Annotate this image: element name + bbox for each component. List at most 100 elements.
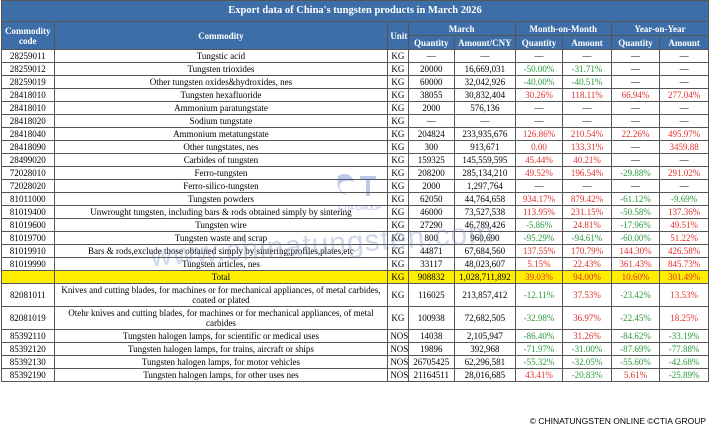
unit-cell: KG [387,231,409,245]
mom-quantity-cell: 113.95% [514,205,564,219]
yoy-quantity-cell: — [610,140,661,154]
commodity-code-cell: 72028020 [1,179,55,193]
copyright-footer: © CHINATUNGSTEN ONLINE ©CTIA GROUP [529,416,706,426]
amount-cny-cell: 1,028,711,892 [454,270,516,284]
commodity-name-cell: Tungsten trioxides [53,62,389,76]
commodity-code-cell: 28418040 [1,127,55,141]
yoy-quantity-cell: -84.62% [610,329,661,343]
amount-cny-cell: 1,297,764 [454,179,516,193]
commodity-code-cell: 28418090 [1,140,55,154]
mom-quantity-cell: 126.86% [514,127,564,141]
commodity-code-cell: 85392110 [1,329,55,343]
mom-quantity-cell: -71.97% [514,342,564,356]
yoy-amount-cell: 301.49% [659,270,709,284]
unit-cell: KG [387,166,409,180]
mom-amount-cell: — [562,49,612,63]
commodity-code-cell: 28259019 [1,75,55,89]
quantity-cell: 14038 [407,329,456,343]
unit-cell: KG [387,179,409,193]
table-row: 28259019 Other tungsten oxides&hydroxides… [1,75,709,89]
amount-cny-cell: 213,857,412 [454,283,516,307]
mom-amount-cell: — [562,101,612,115]
table-row: 85392190 Tungsten halogen lamps, for othe… [1,368,709,382]
quantity-cell: 116025 [407,283,456,307]
amount-cny-cell: 67,684,560 [454,244,516,258]
commodity-code-cell: 82081019 [1,306,55,330]
quantity-cell: 62050 [407,192,456,206]
yoy-quantity-cell: — [610,101,661,115]
mom-amount-cell: 22.43% [562,257,612,271]
table-row: 82081019 Otehr knives and cutting blades,… [1,306,709,330]
commodity-name-cell: Knives and cutting blades, for machines … [53,283,389,307]
commodity-name-cell: Bars & rods,exclude those obtained simpl… [53,244,389,258]
amount-cny-cell: — [454,49,516,63]
yoy-quantity-cell: — [610,75,661,89]
commodity-code-cell: 28418010 [1,88,55,102]
header-commodity: Commodity [53,21,389,50]
commodity-name-cell: Ammonium metatungstate [53,127,389,141]
unit-cell: KG [387,153,409,167]
commodity-code-cell: 81019400 [1,205,55,219]
table-row: 85392110 Tungsten halogen lamps, for scie… [1,329,709,343]
table-row: 81011000 Tungsten powders KG 62050 44,764,65… [1,192,709,206]
table-row: 28418010 Tungsten hexafluoride KG 38055 30,8… [1,88,709,102]
yoy-amount-cell: 51.22% [659,231,709,245]
header-march: March [407,21,516,36]
commodity-code-cell: 81019700 [1,231,55,245]
table-row: 85392120 Tungsten halogen lamps, for trai… [1,342,709,356]
export-table: Export data of China's tungsten products… [1,0,710,382]
commodity-name-cell: Tungstic acid [53,49,389,63]
mom-amount-cell: -20.83% [562,368,612,382]
table-row: 85392130 Tungsten halogen lamps, for moto… [1,355,709,369]
mom-quantity-cell: 30.26% [514,88,564,102]
header-yoy-quantity: Quantity [610,35,661,50]
mom-quantity-cell: -40.00% [514,75,564,89]
mom-amount-cell: — [562,179,612,193]
unit-cell: KG [387,49,409,63]
unit-cell: KG [387,192,409,206]
commodity-code-cell: 81011000 [1,192,55,206]
quantity-cell: 38055 [407,88,456,102]
unit-cell: NOS [387,329,409,343]
table-row: 72028020 Ferro-silico-tungsten KG 2000 1,297… [1,179,709,193]
mom-amount-cell: 133.31% [562,140,612,154]
table-row: 81019600 Tungsten wire KG 27290 46,789,426 -5… [1,218,709,232]
unit-cell: KG [387,205,409,219]
commodity-name-cell: Tungsten hexafluoride [53,88,389,102]
yoy-amount-cell: — [659,153,709,167]
mom-amount-cell: -32.05% [562,355,612,369]
table-row: 28259012 Tungsten trioxides KG 20000 16,669,… [1,62,709,76]
unit-cell: KG [387,114,409,128]
quantity-cell: 44871 [407,244,456,258]
yoy-amount-cell: -25.89% [659,368,709,382]
yoy-amount-cell: 137.36% [659,205,709,219]
yoy-quantity-cell: -87.69% [610,342,661,356]
mom-amount-cell: — [562,114,612,128]
yoy-quantity-cell: 66.94% [610,88,661,102]
yoy-amount-cell: -42.68% [659,355,709,369]
mom-amount-cell: 196.54% [562,166,612,180]
quantity-cell: 60000 [407,75,456,89]
commodity-name-cell: Otehr knives and cutting blades, for mac… [53,306,389,330]
commodity-code-cell: 72028010 [1,166,55,180]
yoy-amount-cell: 291.02% [659,166,709,180]
quantity-cell: 33117 [407,257,456,271]
quantity-cell: 27290 [407,218,456,232]
amount-cny-cell: 145,559,595 [454,153,516,167]
mom-quantity-cell: 5.15% [514,257,564,271]
yoy-amount-cell: 426.58% [659,244,709,258]
quantity-cell: 300 [407,140,456,154]
quantity-cell: 159325 [407,153,456,167]
quantity-cell: 46000 [407,205,456,219]
unit-cell: KG [387,88,409,102]
mom-quantity-cell: -5.86% [514,218,564,232]
unit-cell: KG [387,75,409,89]
yoy-amount-cell: 18.25% [659,306,709,330]
header-quantity: Quantity [407,35,456,50]
amount-cny-cell: 46,789,426 [454,218,516,232]
mom-quantity-cell: — [514,114,564,128]
amount-cny-cell: 28,016,685 [454,368,516,382]
amount-cny-cell: 960,690 [454,231,516,245]
yoy-quantity-cell: 361.43% [610,257,661,271]
